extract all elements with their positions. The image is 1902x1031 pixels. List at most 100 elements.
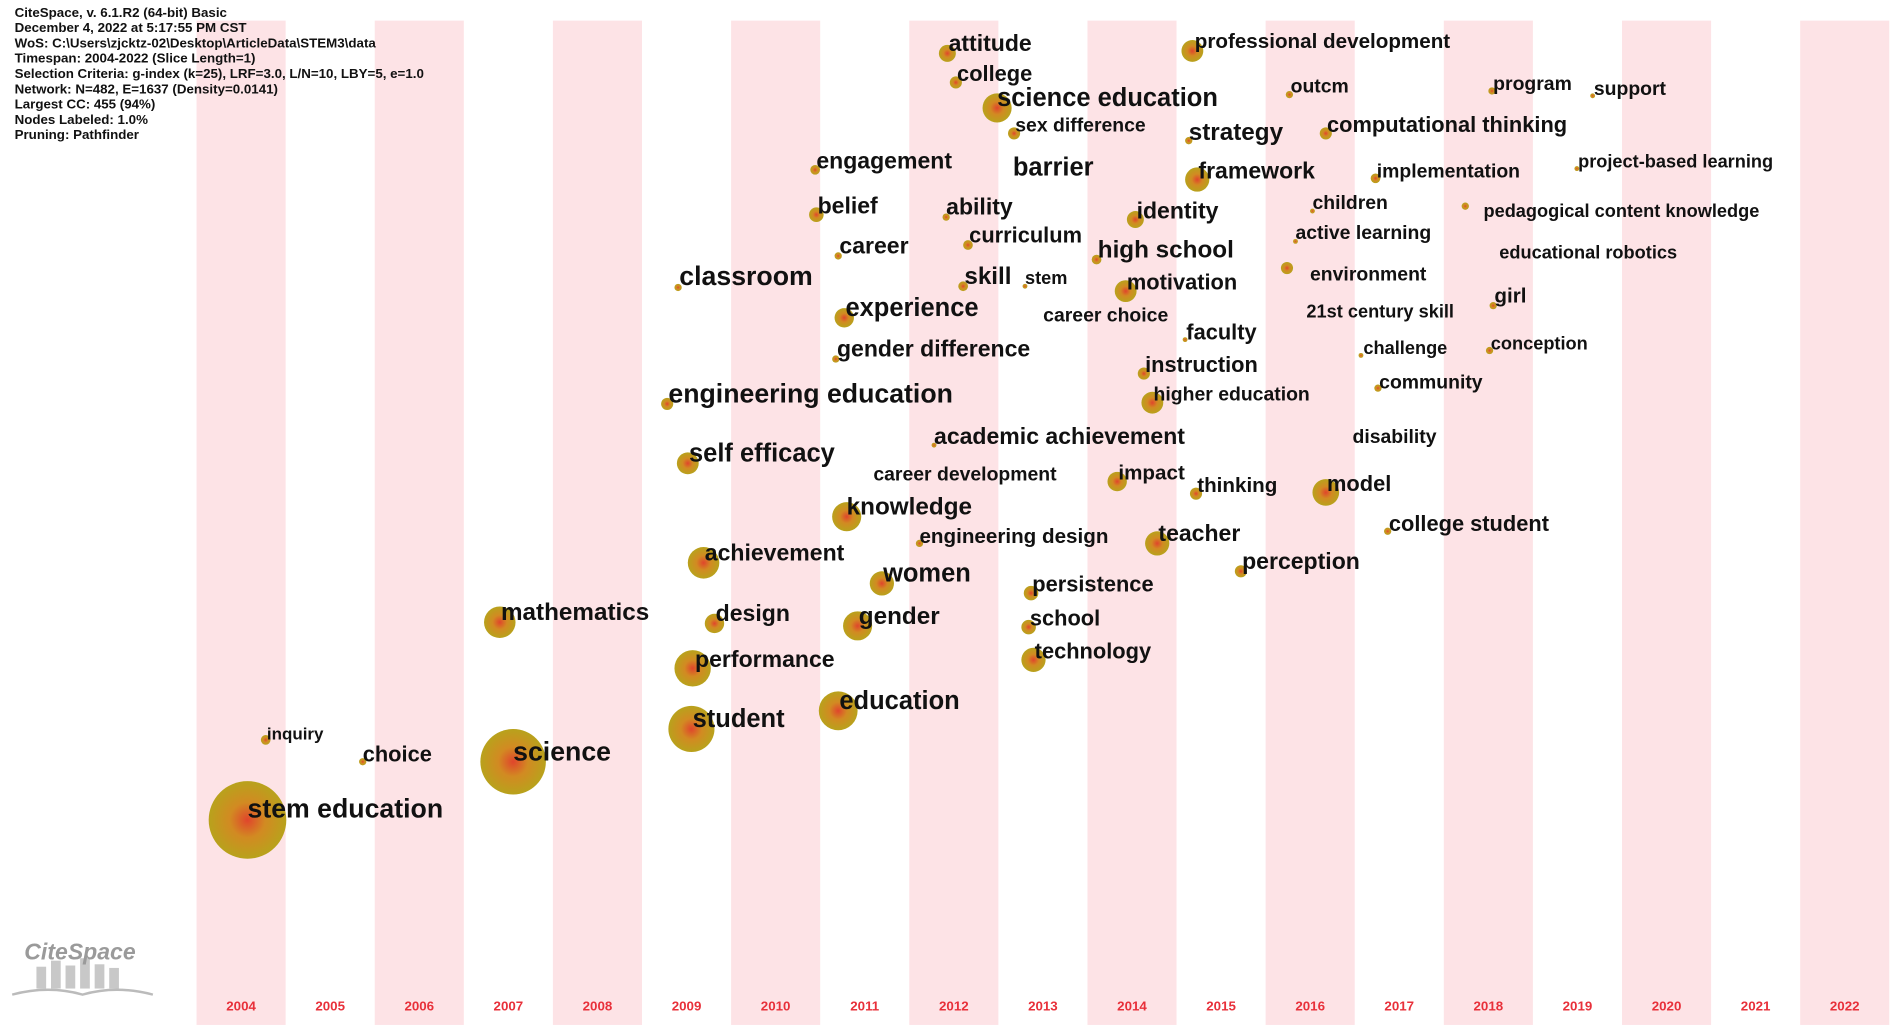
year-stripe [909, 20, 999, 1025]
year-stripe [1800, 20, 1890, 1025]
node-label: educational robotics [1499, 242, 1677, 262]
year-label: 2020 [1652, 998, 1682, 1013]
node-label: conception [1491, 333, 1588, 353]
node-label: model [1327, 471, 1391, 496]
node-label: framework [1198, 157, 1315, 183]
node [1107, 471, 1127, 492]
node-label: career choice [1043, 305, 1168, 327]
node [843, 611, 873, 641]
year-stripe [196, 20, 286, 1025]
node-label: science [513, 736, 611, 766]
node [809, 207, 824, 222]
node-label: career [839, 233, 908, 259]
node-label: curriculum [969, 222, 1082, 247]
year-stripe [552, 20, 643, 1025]
node-label: education [839, 687, 959, 715]
node [834, 252, 842, 260]
node [359, 758, 367, 766]
year-stripe [1265, 20, 1355, 1025]
node-label: persistence [1032, 572, 1153, 597]
node-label: disability [1352, 426, 1436, 448]
node [1293, 238, 1298, 244]
node [1181, 40, 1204, 62]
year-label: 2004 [226, 998, 256, 1013]
node [480, 728, 546, 795]
node-label: challenge [1363, 338, 1447, 358]
node-label: thinking [1197, 474, 1277, 497]
node [1489, 302, 1497, 310]
node-label: environment [1310, 263, 1427, 285]
node [1023, 585, 1039, 601]
node-label: women [882, 560, 971, 588]
node-label: gender [859, 603, 940, 630]
year-label: 2013 [1028, 998, 1058, 1013]
node-label: self efficacy [689, 440, 836, 468]
header-line: Pruning: Pathfinder [15, 127, 139, 142]
year-stripe [1443, 20, 1533, 1025]
node [938, 44, 956, 62]
node [1384, 527, 1392, 535]
node [704, 613, 725, 634]
node-label: college student [1389, 511, 1549, 536]
node-label: achievement [705, 539, 845, 565]
year-label: 2017 [1384, 998, 1414, 1013]
node-label: outcm [1291, 75, 1349, 97]
header-line: December 4, 2022 at 5:17:55 PM CST [15, 20, 247, 35]
logo-text: CiteSpace [24, 938, 136, 964]
year-label: 2012 [939, 998, 969, 1013]
node [1285, 90, 1294, 99]
header-line: Network: N=482, E=1637 (Density=0.0141) [15, 81, 278, 96]
node-label: classroom [679, 261, 812, 291]
node-label: engineering education [668, 378, 953, 408]
node [1021, 619, 1036, 635]
node-label: strategy [1189, 119, 1284, 146]
node-label: student [693, 705, 785, 733]
node [963, 240, 973, 250]
node-label: experience [845, 294, 978, 322]
node-label: stem education [247, 793, 443, 823]
node-label: inquiry [267, 725, 324, 744]
node-label: attitude [949, 30, 1032, 56]
year-label: 2010 [761, 998, 791, 1013]
node [818, 691, 858, 731]
node [931, 442, 937, 448]
node [810, 164, 821, 175]
node-label: college [957, 61, 1032, 86]
node-label: identity [1137, 197, 1219, 223]
year-label: 2019 [1563, 998, 1593, 1013]
header-line: CiteSpace, v. 6.1.R2 (64-bit) Basic [15, 5, 228, 20]
node-label: career development [873, 464, 1057, 486]
node [668, 705, 715, 753]
year-label: 2006 [404, 998, 434, 1013]
node-label: skill [964, 263, 1011, 290]
node [208, 781, 287, 859]
node [1137, 367, 1150, 380]
node [1022, 283, 1028, 289]
node-label: instruction [1145, 352, 1258, 377]
node [982, 93, 1012, 123]
node [1312, 479, 1340, 506]
node-label: support [1594, 78, 1667, 100]
node [1185, 137, 1193, 145]
header-line: Largest CC: 455 (94%) [15, 97, 156, 112]
header-line: Nodes Labeled: 1.0% [15, 112, 148, 127]
node [1461, 202, 1469, 210]
logo: CiteSpace [11, 938, 154, 996]
node [1145, 531, 1170, 556]
node-label: children [1312, 192, 1387, 214]
node-label: school [1030, 606, 1100, 631]
node [1485, 346, 1494, 355]
node [1021, 647, 1046, 672]
node [832, 355, 840, 363]
node [674, 650, 711, 687]
node [484, 606, 516, 639]
node-label: computational thinking [1327, 112, 1567, 137]
node-label: barrier [1013, 153, 1094, 181]
year-label: 2007 [494, 998, 524, 1013]
header-line: Timespan: 2004-2022 (Slice Length=1) [15, 51, 256, 66]
node [661, 397, 674, 410]
node-label: science education [997, 84, 1218, 112]
year-stripe [1621, 20, 1712, 1025]
node [832, 502, 862, 532]
node-label: high school [1098, 236, 1234, 263]
